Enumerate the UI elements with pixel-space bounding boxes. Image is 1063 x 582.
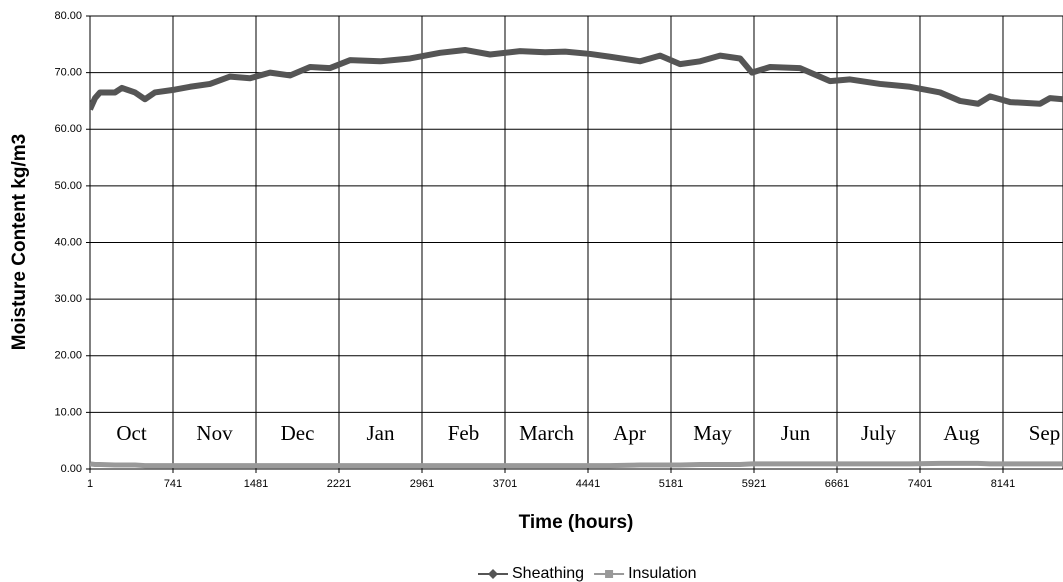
month-label: Aug — [943, 421, 980, 445]
x-tick-label: 2221 — [327, 478, 351, 490]
x-tick-label: 1481 — [244, 478, 268, 490]
x-axis-title: Time (hours) — [519, 512, 634, 533]
month-label: Jun — [781, 421, 811, 445]
y-tick-label: 60.00 — [54, 123, 82, 135]
month-label: Jan — [366, 421, 394, 445]
legend-marker — [605, 570, 614, 578]
x-tick-label: 8141 — [991, 478, 1015, 490]
y-tick-label: 70.00 — [54, 67, 82, 79]
month-label: March — [519, 421, 574, 445]
x-tick-label: 2961 — [410, 478, 434, 490]
series-line — [90, 46, 1063, 111]
month-label: Feb — [448, 421, 480, 445]
month-label: May — [693, 421, 732, 445]
month-label: Sep — [1029, 421, 1061, 445]
legend-marker — [488, 569, 498, 579]
legend-label: Insulation — [628, 565, 697, 582]
x-tick-label: 741 — [164, 478, 182, 490]
y-tick-label: 30.00 — [54, 293, 82, 305]
y-tick-label: 80.00 — [54, 10, 82, 22]
month-label: July — [861, 421, 897, 445]
x-tick-label: 6661 — [825, 478, 849, 490]
month-labels: Oct Nov Dec Jan Feb March Apr May Jun July Aug Sep — [116, 421, 1060, 445]
y-tick-label: 10.00 — [54, 406, 82, 418]
y-tick-label: 40.00 — [54, 236, 82, 248]
x-tick-label: 4441 — [576, 478, 600, 490]
x-tick-label: 5181 — [659, 478, 683, 490]
x-tick-label: 7401 — [908, 478, 932, 490]
x-tick-label: 3701 — [493, 478, 517, 490]
legend: Sheathing Insulation — [478, 565, 697, 582]
series-line — [90, 460, 1063, 469]
month-label: Dec — [281, 421, 315, 445]
y-axis-title: Moisture Content kg/m3 — [9, 134, 30, 350]
x-tick-label: 5921 — [742, 478, 766, 490]
month-label: Oct — [116, 421, 146, 445]
month-label: Nov — [196, 421, 233, 445]
legend-label: Sheathing — [512, 565, 584, 582]
y-tick-label: 20.00 — [54, 350, 82, 362]
month-label: Apr — [613, 421, 646, 445]
x-tick-label: 1 — [87, 478, 93, 490]
y-tick-label: 50.00 — [54, 180, 82, 192]
y-tick-label: 0.00 — [61, 463, 82, 475]
